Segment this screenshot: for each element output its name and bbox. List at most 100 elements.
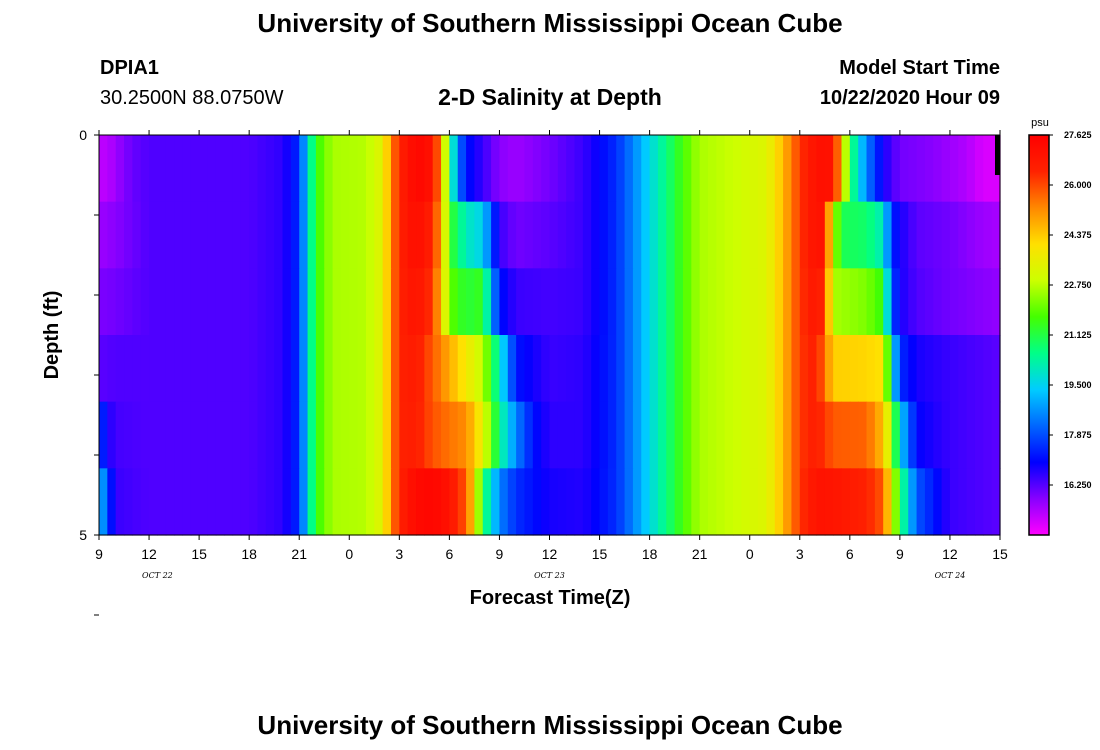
heatmap-cell: [516, 401, 526, 469]
x-tick-label: 6: [846, 546, 854, 562]
heatmap-cell: [357, 335, 367, 403]
heatmap-cell: [749, 468, 759, 536]
heatmap-cell: [908, 201, 918, 269]
heatmap-cell: [616, 468, 626, 536]
heatmap-cell: [716, 135, 726, 203]
heatmap-cell: [499, 268, 509, 336]
heatmap-cell: [641, 401, 651, 469]
heatmap-cell: [190, 401, 200, 469]
heatmap-cell: [340, 268, 350, 336]
x-tick-label: 12: [542, 546, 558, 562]
heatmap-cell: [199, 268, 209, 336]
heatmap-cell: [657, 135, 667, 203]
heatmap-cell: [966, 468, 976, 536]
heatmap-cell: [974, 268, 984, 336]
heatmap-cell: [924, 268, 934, 336]
heatmap-cell: [449, 468, 459, 536]
heatmap-cell: [549, 468, 559, 536]
heatmap-cell: [824, 201, 834, 269]
heatmap-cell: [190, 335, 200, 403]
heatmap-cell: [966, 201, 976, 269]
heatmap-cell: [165, 268, 175, 336]
heatmap-cell: [390, 335, 400, 403]
heatmap-cell: [524, 268, 534, 336]
heatmap-cell: [874, 135, 884, 203]
heatmap-cell: [299, 201, 309, 269]
heatmap-cell: [808, 135, 818, 203]
heatmap-cell: [849, 401, 859, 469]
heatmap-cell: [215, 201, 225, 269]
heatmap-cell: [758, 335, 767, 403]
heatmap-cell: [699, 468, 709, 536]
heatmap-cell: [983, 135, 993, 203]
heatmap-cell: [332, 401, 342, 469]
heatmap-cell: [891, 335, 901, 403]
heatmap-cell: [699, 201, 709, 269]
heatmap-cell: [841, 201, 851, 269]
heatmap-cell: [774, 468, 784, 536]
heatmap-cell: [207, 401, 217, 469]
heatmap-cell: [674, 135, 684, 203]
end-marker: [995, 135, 1000, 175]
heatmap-cell: [482, 468, 492, 536]
heatmap-cell: [174, 468, 184, 536]
heatmap-cell: [399, 201, 409, 269]
heatmap-cell: [816, 268, 826, 336]
heatmap-cell: [324, 335, 334, 403]
heatmap-cell: [115, 335, 125, 403]
heatmap-cell: [399, 268, 409, 336]
heatmap-cell: [132, 201, 142, 269]
heatmap-cell: [599, 135, 609, 203]
heatmap-cell: [974, 201, 984, 269]
heatmap-cell: [591, 135, 601, 203]
heatmap-cell: [883, 401, 893, 469]
heatmap-cell: [974, 401, 984, 469]
heatmap-cell: [466, 135, 476, 203]
heatmap-cell: [215, 268, 225, 336]
heatmap-cell: [299, 268, 309, 336]
heatmap-cell: [816, 468, 826, 536]
heatmap-cell: [691, 468, 701, 536]
heatmap-cell: [474, 268, 484, 336]
heatmap-cell: [257, 201, 267, 269]
heatmap-cell: [783, 335, 793, 403]
heatmap-cell: [958, 135, 968, 203]
heatmap-cell: [883, 468, 893, 536]
heatmap-cell: [991, 468, 1001, 536]
heatmap-cell: [124, 335, 133, 403]
heatmap-cell: [107, 335, 117, 403]
heatmap-cell: [699, 268, 709, 336]
heatmap-cell: [299, 135, 309, 203]
heatmap-cell: [599, 401, 609, 469]
heatmap-cell: [357, 468, 367, 536]
heatmap-cell: [916, 335, 926, 403]
heatmap-cell: [524, 401, 534, 469]
heatmap-cell: [99, 135, 108, 203]
heatmap-cell: [941, 268, 951, 336]
heatmap-cell: [149, 201, 158, 269]
heatmap-cell: [149, 335, 158, 403]
heatmap-cell: [749, 268, 759, 336]
heatmap-cell: [240, 201, 250, 269]
heatmap-cell: [949, 135, 959, 203]
heatmap-cell: [632, 201, 642, 269]
heatmap-cell: [165, 335, 175, 403]
heatmap-cell: [482, 135, 492, 203]
heatmap-cell: [249, 401, 259, 469]
heatmap-cell: [207, 468, 217, 536]
heatmap-cell: [232, 401, 242, 469]
heatmap-cell: [474, 201, 484, 269]
heatmap-cell: [157, 268, 167, 336]
heatmap-cell: [466, 335, 476, 403]
heatmap-cell: [407, 468, 417, 536]
heatmap-cell: [599, 335, 609, 403]
heatmap-cell: [607, 401, 617, 469]
station-id: DPIA1: [100, 57, 159, 79]
heatmap-cell: [324, 468, 334, 536]
heatmap-cell: [641, 468, 651, 536]
heatmap-cell: [891, 201, 901, 269]
x-tick-label: 15: [191, 546, 207, 562]
heatmap-cell: [716, 201, 726, 269]
heatmap-cell: [841, 335, 851, 403]
heatmap-cell: [499, 401, 509, 469]
